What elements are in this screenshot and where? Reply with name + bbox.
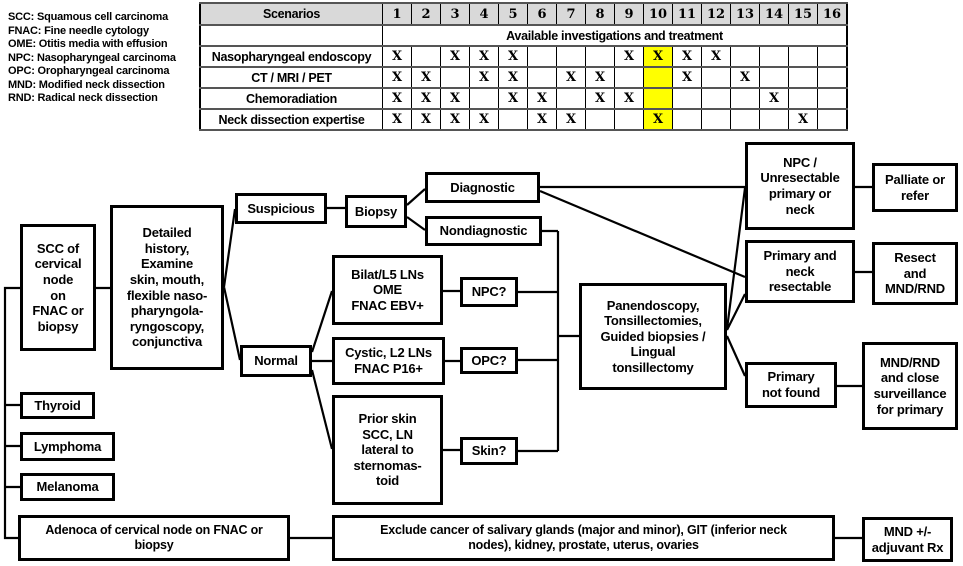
scenarios-table-wrap: Scenarios 1 2 3 4 5 6 7 8 9 10 11 12 13 14 15 16 Availabl…: [199, 2, 848, 131]
scenario-cell: [817, 66, 848, 89]
scenario-column-header: 3: [440, 2, 470, 26]
available-row: Available investigations and treatment: [199, 24, 848, 47]
node-melanoma: Melanoma: [20, 473, 115, 501]
node-detailed-history: Detailed history, Examine skin, mouth, f…: [110, 205, 224, 370]
node-npc-question: NPC?: [460, 277, 518, 307]
legend-line: FNAC: Fine needle cytology: [8, 24, 149, 37]
node-mnd-adjuvant-rx: MND +/- adjuvant Rx: [862, 517, 953, 562]
node-diagnostic: Diagnostic: [425, 172, 540, 203]
node-lymphoma: Lymphoma: [20, 432, 115, 461]
scenario-column-header: 15: [788, 2, 818, 26]
scenario-cell: X: [556, 108, 586, 131]
legend-line: RND: Radical neck dissection: [8, 92, 158, 104]
scenario-column-header: 4: [469, 2, 499, 26]
node-prior-skin-scc: Prior skin SCC, LN lateral to sternomas-…: [332, 395, 443, 505]
scenario-column-header: 8: [585, 2, 615, 26]
node-exclude-other-cancers: Exclude cancer of salivary glands (major…: [332, 515, 835, 561]
scenario-cell: [817, 87, 848, 110]
scenario-column-header: 14: [759, 2, 789, 26]
scenario-cell: [788, 66, 818, 89]
node-skin-question: Skin?: [460, 437, 518, 465]
node-scc-of-cervical-node: SCC of cervical node on FNAC or biopsy: [20, 224, 96, 351]
scenario-cell: [817, 45, 848, 68]
scenario-cell: X: [614, 45, 644, 68]
scenario-column-header: 16: [817, 2, 848, 26]
scenarios-corner-header: Scenarios: [199, 2, 383, 26]
scenario-cell: X: [382, 87, 412, 110]
scenario-cell: [788, 45, 818, 68]
table-header-row: Scenarios 1 2 3 4 5 6 7 8 9 10 11 12 13 14 15 16: [199, 2, 848, 26]
investigation-row: Nasopharyngeal endoscopy X X X X X X X X: [199, 45, 848, 68]
scenario-cell: X: [382, 108, 412, 131]
scenario-cell: [643, 66, 673, 89]
scenario-column-header: 9: [614, 2, 644, 26]
scenario-cell: X: [672, 66, 702, 89]
node-thyroid: Thyroid: [20, 392, 95, 419]
scenario-cell: X: [788, 108, 818, 131]
node-suspicious: Suspicious: [235, 193, 327, 224]
node-primary-not-found: Primary not found: [745, 362, 837, 408]
node-bilat-l5-lns: Bilat/L5 LNs OME FNAC EBV+: [332, 255, 443, 325]
scenario-cell: [817, 108, 848, 131]
abbreviation-legend: SCC: Squamous cell carcinoma FNAC: Fine …: [8, 11, 176, 106]
scenario-cell: [788, 87, 818, 110]
legend-line: OME: Otitis media with effusion: [8, 38, 168, 50]
node-palliate-or-refer: Palliate or refer: [872, 163, 958, 212]
node-resect-and-mnd-rnd: Resect and MND/RND: [872, 242, 958, 305]
investigation-row-label: Chemoradiation: [199, 87, 383, 110]
scenario-cell: X: [469, 108, 499, 131]
investigation-row: Chemoradiation X X X X X X X X: [199, 87, 848, 110]
investigation-row: CT / MRI / PET X X X X X X X X: [199, 66, 848, 89]
node-opc-question: OPC?: [460, 347, 518, 374]
scenario-column-header: 2: [411, 2, 441, 26]
node-cystic-l2-lns: Cystic, L2 LNs FNAC P16+: [332, 337, 445, 385]
investigation-row: Neck dissection expertise X X X X X X X X: [199, 108, 848, 131]
node-mnd-rnd-surveillance: MND/RND and close surveillance for prima…: [862, 342, 958, 430]
scenario-cell: X: [382, 66, 412, 89]
node-primary-neck-resectable: Primary and neck resectable: [745, 240, 855, 303]
legend-line: NPC: Nasopharyngeal carcinoma: [8, 51, 176, 64]
node-npc-unresectable: NPC / Unresectable primary or neck: [745, 142, 855, 230]
node-panendoscopy: Panendoscopy, Tonsillectomies, Guided bi…: [579, 283, 727, 390]
scenario-column-header: 10: [643, 2, 673, 26]
scenario-column-header: 7: [556, 2, 586, 26]
node-biopsy: Biopsy: [345, 195, 407, 228]
scenario-cell: [643, 87, 673, 110]
scenario-cell: X: [498, 45, 528, 68]
node-normal: Normal: [240, 345, 312, 377]
legend-line: MND: Modified neck dissection: [8, 78, 165, 91]
scenarios-table: Scenarios 1 2 3 4 5 6 7 8 9 10 11 12 13 14 15 16 Availabl…: [199, 2, 848, 131]
investigation-row-label: CT / MRI / PET: [199, 66, 383, 89]
scenario-cell: X: [730, 66, 760, 89]
scenario-column-header: 6: [527, 2, 557, 26]
legend-line: SCC: Squamous cell carcinoma: [8, 11, 169, 23]
scenario-cell: X: [643, 45, 673, 68]
node-adenoca-cervical-node: Adenoca of cervical node on FNAC or biop…: [18, 515, 290, 561]
scenario-cell: X: [701, 45, 731, 68]
investigation-row-label: Nasopharyngeal endoscopy: [199, 45, 383, 68]
scenario-column-header: 12: [701, 2, 731, 26]
scenario-column-header: 5: [498, 2, 528, 26]
scenario-cell: X: [411, 87, 441, 110]
legend-line: OPC: Oropharyngeal carcinoma: [8, 65, 170, 77]
scenario-cell: X: [382, 45, 412, 68]
node-nondiagnostic: Nondiagnostic: [425, 216, 542, 246]
scenario-column-header: 13: [730, 2, 760, 26]
available-span-label: Available investigations and treatment: [382, 24, 848, 47]
